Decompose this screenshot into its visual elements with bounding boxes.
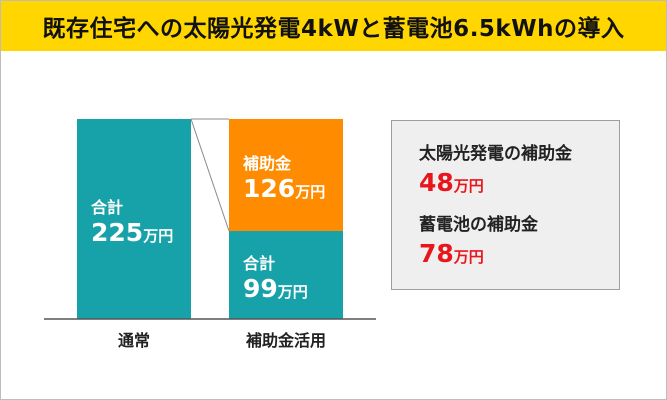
- bar-segment-value: 99万円: [243, 274, 308, 303]
- category-label: 通常: [118, 331, 150, 350]
- chart-title: 既存住宅への太陽光発電4kWと蓄電池6.5kWhの導入: [42, 16, 625, 42]
- battery-subsidy-unit: 万円: [453, 248, 484, 266]
- bar-segment-value: 126万円: [243, 174, 325, 203]
- bar-segment-label: 合計: [91, 198, 123, 217]
- bar-segment-label: 合計: [243, 254, 275, 273]
- category-label: 補助金活用: [245, 331, 326, 350]
- battery-subsidy-label: 蓄電池の補助金: [419, 215, 538, 235]
- solar-subsidy-value: 48: [419, 168, 454, 197]
- bar-segment: [77, 119, 191, 319]
- battery-subsidy-value: 78: [419, 239, 454, 268]
- bar-segment: [229, 119, 343, 231]
- bar-segment-label: 補助金: [242, 154, 292, 173]
- solar-subsidy-amount: 48万円: [419, 169, 619, 200]
- connector-line: [190, 118, 230, 232]
- subsidy-info-box: 太陽光発電の補助金 48万円 蓄電池の補助金 78万円: [391, 120, 620, 290]
- bar-segment-value: 225万円: [91, 218, 173, 247]
- solar-subsidy-unit: 万円: [453, 177, 484, 195]
- solar-subsidy-label: 太陽光発電の補助金: [419, 144, 572, 164]
- title-banner: 既存住宅への太陽光発電4kWと蓄電池6.5kWhの導入: [1, 1, 666, 51]
- battery-subsidy-amount: 78万円: [419, 240, 619, 271]
- bar-segment: [229, 231, 343, 319]
